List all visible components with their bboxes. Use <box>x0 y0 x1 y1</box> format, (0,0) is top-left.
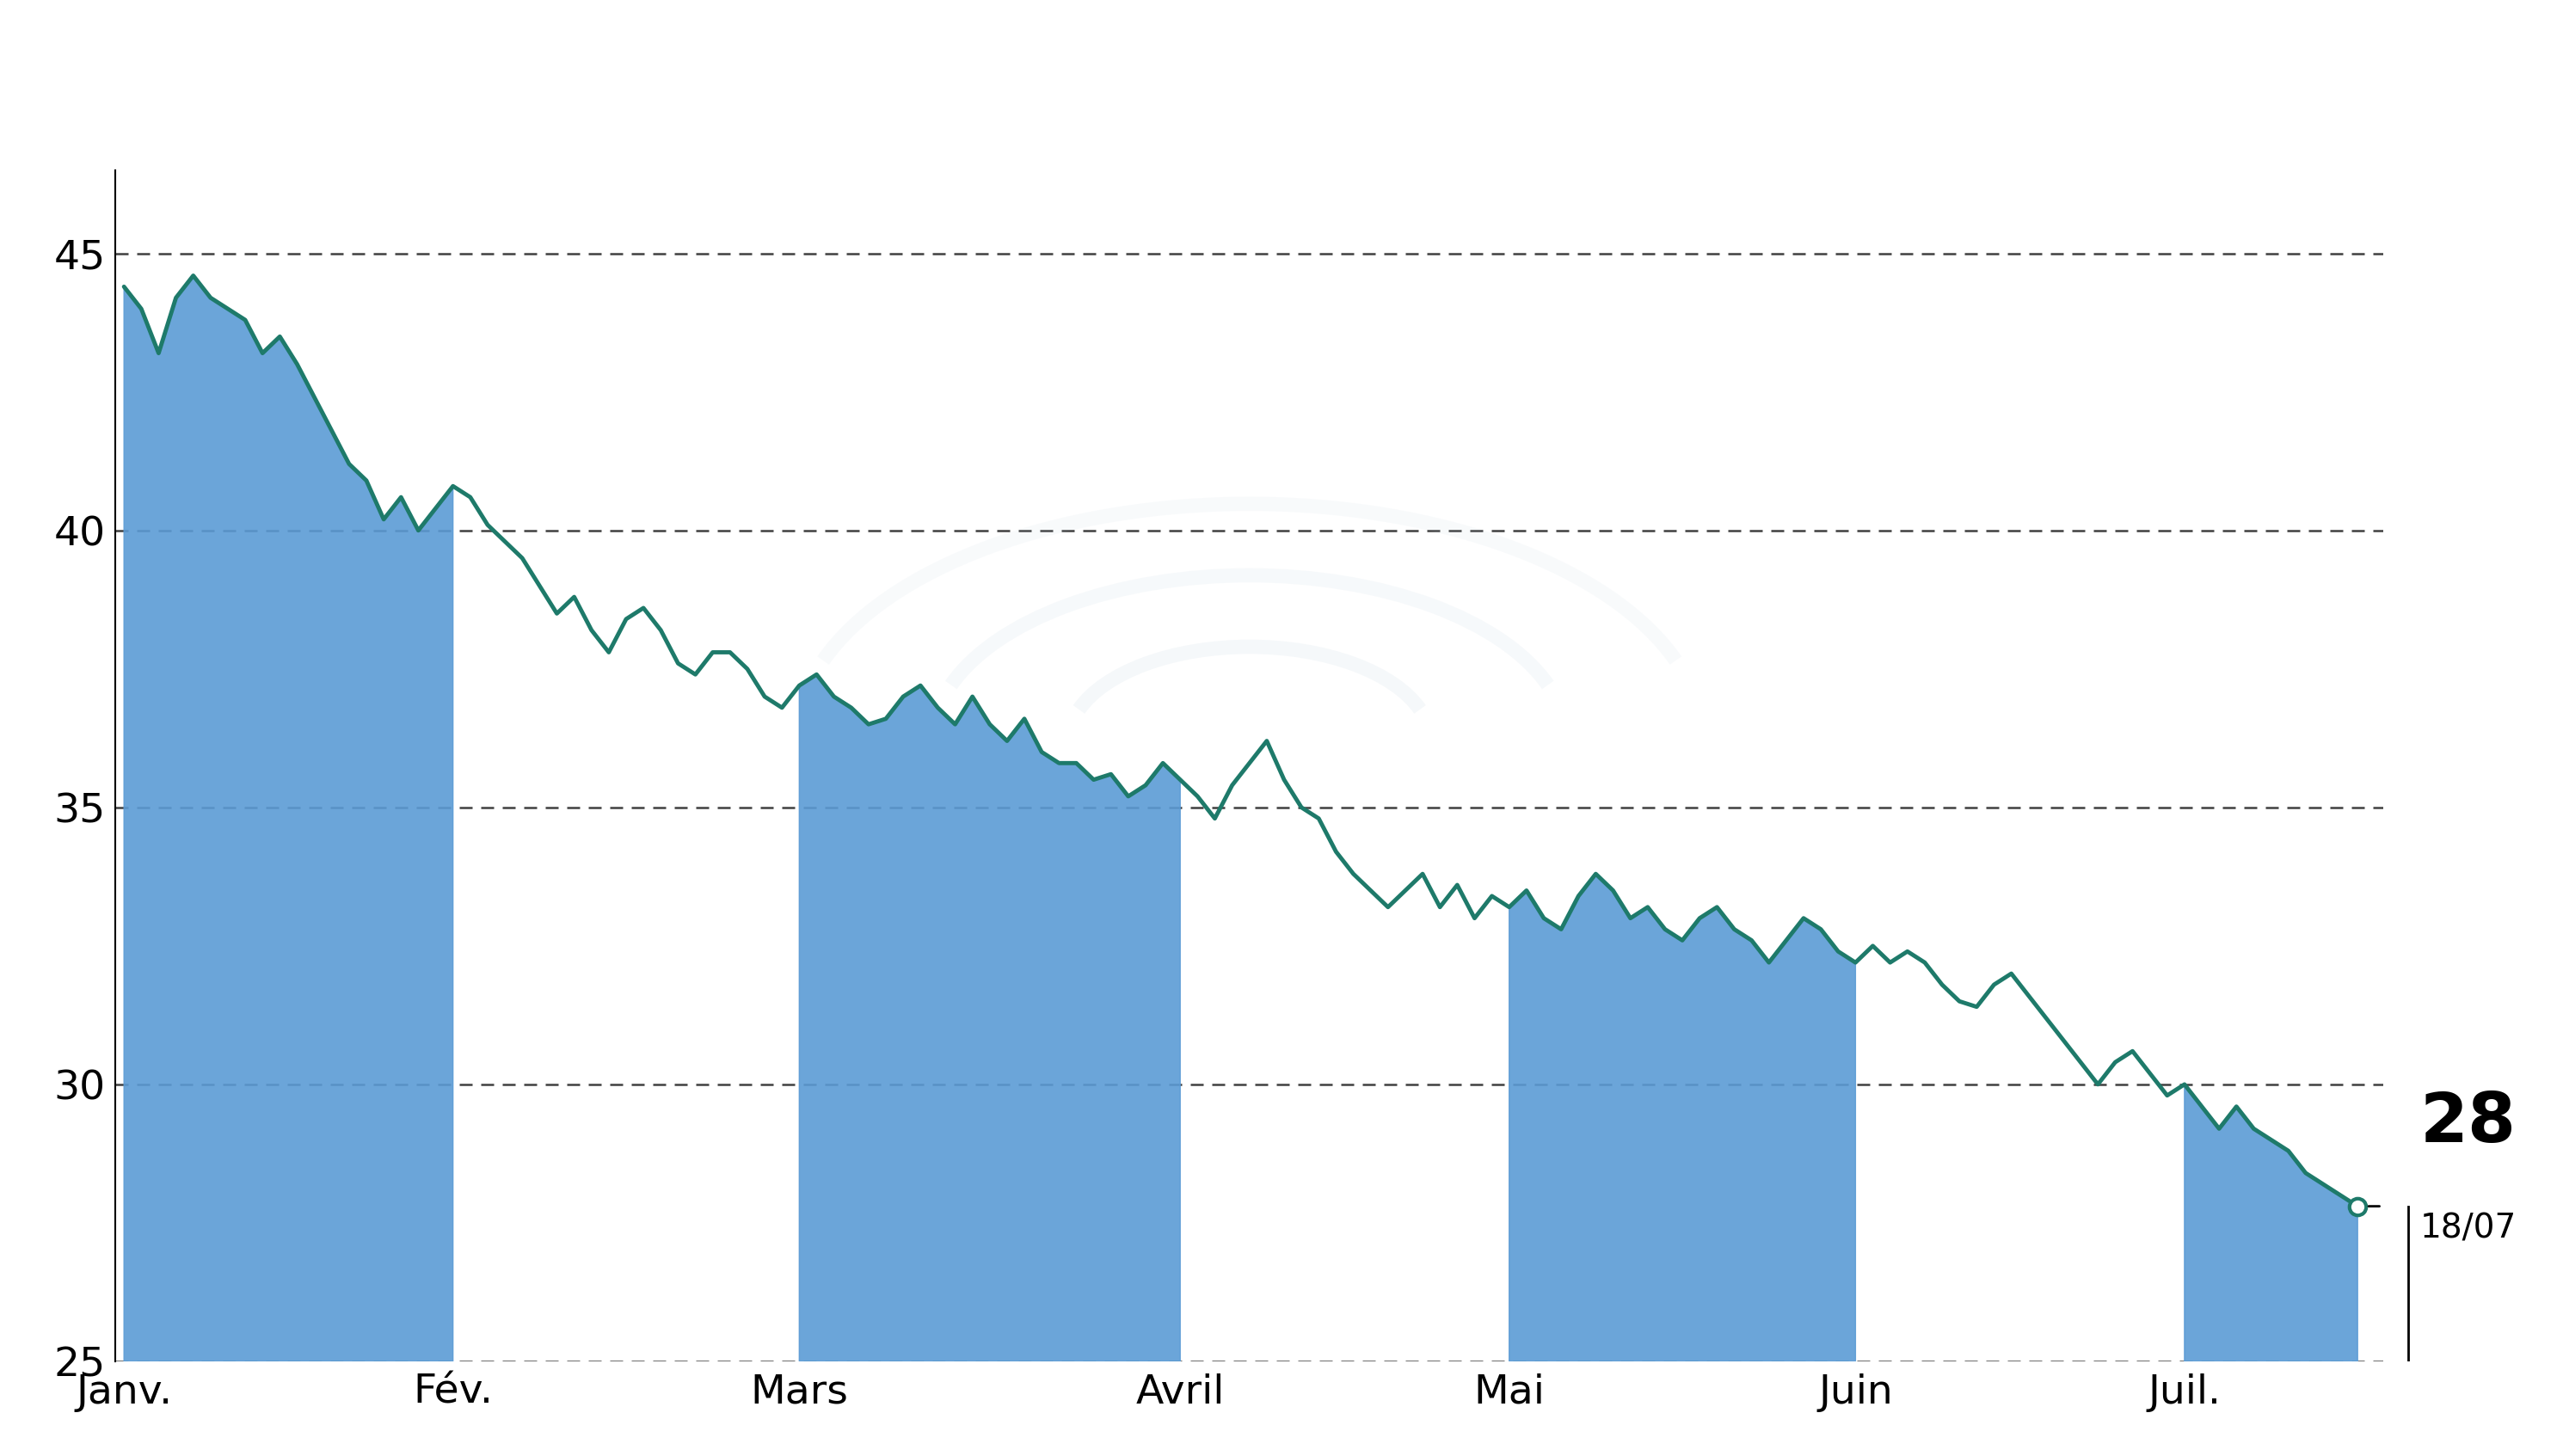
Polygon shape <box>2184 1085 2358 1361</box>
Polygon shape <box>1510 874 1856 1361</box>
Text: 18/07: 18/07 <box>2419 1211 2517 1245</box>
Text: Data Modul AG Produktion Und Vertrieb Von Elektronischen S: Data Modul AG Produktion Und Vertrieb Vo… <box>0 28 2563 106</box>
Text: 28: 28 <box>2419 1089 2517 1156</box>
Polygon shape <box>123 275 454 1361</box>
Polygon shape <box>800 674 1179 1361</box>
